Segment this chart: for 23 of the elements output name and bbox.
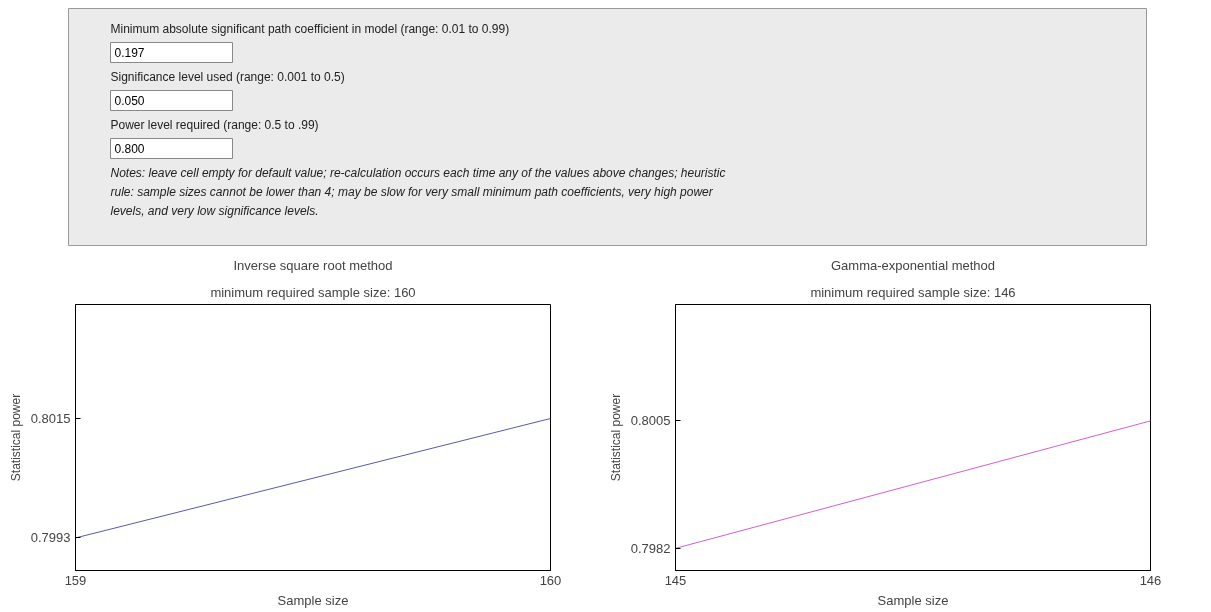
y-tick-label: 0.7982 — [630, 540, 671, 556]
text: Notes: leave cell empty for default value; re-calculation occurs each time any of the values above changes; heuristic rule: sample sizes cannot be lower than 4; may be slow for very small minimum path coefficients, very high power levels, and very low significance levels. — [110, 165, 726, 218]
y-axis-title: Statistical power — [608, 393, 623, 482]
chart-subtitle: minimum required sample size: 146 — [810, 284, 1016, 300]
y-tick-label: 0.8005 — [630, 413, 671, 429]
text: Significance level used (range: 0.001 to 0.5) — [110, 69, 345, 84]
x-tick-label: 159 — [64, 572, 87, 588]
text: Power level required (range: 0.5 to .99) — [110, 117, 319, 132]
x-tick-label: 145 — [664, 572, 687, 588]
text: Minimum absolute significant path coefficient in model (range: 0.01 to 0.99) — [110, 21, 510, 36]
y-tick-label: 0.8015 — [30, 411, 71, 426]
text: 0.050 — [114, 94, 145, 108]
chart-title: Gamma-exponential method — [830, 257, 996, 273]
text: 0.197 — [114, 46, 145, 60]
x-tick-label: 160 — [539, 572, 562, 588]
x-tick-label: 146 — [1139, 572, 1162, 588]
chart-title: Inverse square root method — [233, 257, 393, 273]
text: 0.800 — [114, 142, 145, 156]
chart-subtitle: minimum required sample size: 160 — [210, 284, 416, 300]
y-tick-label: 0.7993 — [30, 530, 71, 546]
x-axis-title: Sample size — [277, 592, 349, 608]
y-axis-title: Statistical power — [8, 393, 23, 482]
x-axis-title: Sample size — [877, 592, 949, 608]
